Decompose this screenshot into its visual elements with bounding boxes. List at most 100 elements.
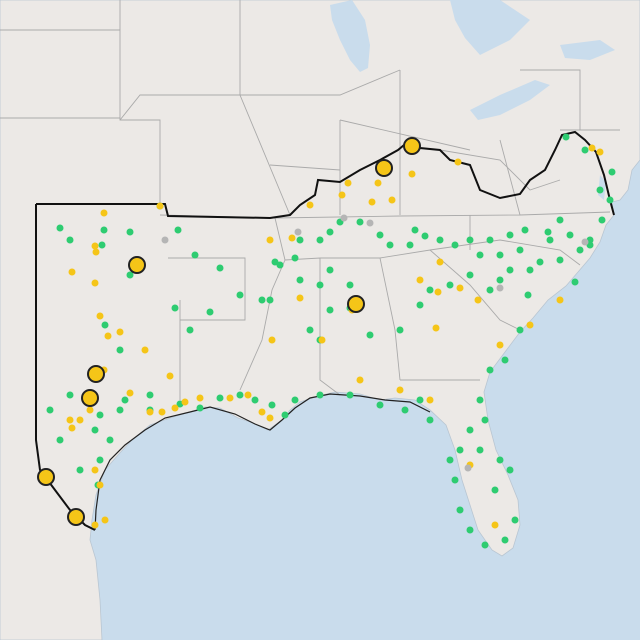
green-marker[interactable] [496, 276, 504, 284]
green-marker[interactable] [306, 326, 314, 334]
yellow-marker[interactable] [68, 268, 76, 276]
green-marker[interactable] [476, 396, 484, 404]
yellow-marker[interactable] [156, 202, 164, 210]
green-marker[interactable] [406, 241, 414, 249]
yellow-marker[interactable] [436, 258, 444, 266]
large-yellow-marker[interactable] [347, 295, 365, 313]
green-marker[interactable] [326, 306, 334, 314]
green-marker[interactable] [544, 228, 552, 236]
yellow-marker[interactable] [454, 158, 462, 166]
green-marker[interactable] [481, 541, 489, 549]
green-marker[interactable] [526, 266, 534, 274]
yellow-marker[interactable] [146, 408, 154, 416]
yellow-marker[interactable] [338, 191, 346, 199]
green-marker[interactable] [186, 326, 194, 334]
green-marker[interactable] [598, 216, 606, 224]
green-marker[interactable] [91, 426, 99, 434]
yellow-marker[interactable] [268, 336, 276, 344]
yellow-marker[interactable] [68, 424, 76, 432]
large-yellow-marker[interactable] [37, 468, 55, 486]
yellow-marker[interactable] [92, 248, 100, 256]
green-marker[interactable] [486, 366, 494, 374]
yellow-marker[interactable] [588, 144, 596, 152]
green-marker[interactable] [268, 401, 276, 409]
green-marker[interactable] [476, 251, 484, 259]
green-marker[interactable] [556, 216, 564, 224]
yellow-marker[interactable] [296, 294, 304, 302]
gray-marker[interactable] [464, 464, 472, 472]
green-marker[interactable] [426, 416, 434, 424]
large-yellow-marker[interactable] [128, 256, 146, 274]
large-yellow-marker[interactable] [81, 389, 99, 407]
yellow-marker[interactable] [226, 394, 234, 402]
yellow-marker[interactable] [556, 296, 564, 304]
green-marker[interactable] [562, 133, 570, 141]
green-marker[interactable] [146, 391, 154, 399]
green-marker[interactable] [296, 236, 304, 244]
green-marker[interactable] [536, 258, 544, 266]
yellow-marker[interactable] [141, 346, 149, 354]
green-marker[interactable] [56, 224, 64, 232]
green-marker[interactable] [456, 506, 464, 514]
green-marker[interactable] [121, 396, 129, 404]
green-marker[interactable] [66, 236, 74, 244]
large-yellow-marker[interactable] [87, 365, 105, 383]
green-marker[interactable] [496, 456, 504, 464]
yellow-marker[interactable] [474, 296, 482, 304]
gray-marker[interactable] [496, 284, 504, 292]
green-marker[interactable] [466, 236, 474, 244]
green-marker[interactable] [516, 246, 524, 254]
gray-marker[interactable] [340, 214, 348, 222]
yellow-marker[interactable] [288, 234, 296, 242]
green-marker[interactable] [466, 271, 474, 279]
yellow-marker[interactable] [91, 242, 99, 250]
green-marker[interactable] [46, 406, 54, 414]
green-marker[interactable] [251, 396, 259, 404]
green-marker[interactable] [376, 401, 384, 409]
green-marker[interactable] [496, 251, 504, 259]
yellow-marker[interactable] [196, 394, 204, 402]
yellow-marker[interactable] [596, 148, 604, 156]
green-marker[interactable] [376, 231, 384, 239]
yellow-marker[interactable] [306, 201, 314, 209]
green-marker[interactable] [216, 264, 224, 272]
green-marker[interactable] [106, 436, 114, 444]
green-marker[interactable] [196, 404, 204, 412]
yellow-marker[interactable] [426, 396, 434, 404]
green-marker[interactable] [524, 291, 532, 299]
green-marker[interactable] [576, 246, 584, 254]
yellow-marker[interactable] [434, 288, 442, 296]
gray-marker[interactable] [581, 238, 589, 246]
yellow-marker[interactable] [318, 336, 326, 344]
green-marker[interactable] [96, 456, 104, 464]
green-marker[interactable] [466, 526, 474, 534]
large-yellow-marker[interactable] [67, 508, 85, 526]
green-marker[interactable] [281, 411, 289, 419]
yellow-marker[interactable] [356, 376, 364, 384]
green-marker[interactable] [506, 466, 514, 474]
green-marker[interactable] [96, 411, 104, 419]
green-marker[interactable] [608, 168, 616, 176]
yellow-marker[interactable] [344, 179, 352, 187]
green-marker[interactable] [416, 396, 424, 404]
green-marker[interactable] [446, 281, 454, 289]
yellow-marker[interactable] [104, 332, 112, 340]
green-marker[interactable] [366, 331, 374, 339]
yellow-marker[interactable] [416, 276, 424, 284]
green-marker[interactable] [411, 226, 419, 234]
yellow-marker[interactable] [91, 466, 99, 474]
green-marker[interactable] [466, 426, 474, 434]
yellow-marker[interactable] [166, 372, 174, 380]
green-marker[interactable] [511, 516, 519, 524]
green-marker[interactable] [421, 232, 429, 240]
yellow-marker[interactable] [456, 284, 464, 292]
green-marker[interactable] [258, 296, 266, 304]
green-marker[interactable] [174, 226, 182, 234]
green-marker[interactable] [426, 286, 434, 294]
gray-marker[interactable] [294, 228, 302, 236]
yellow-marker[interactable] [126, 389, 134, 397]
green-marker[interactable] [556, 256, 564, 264]
yellow-marker[interactable] [526, 321, 534, 329]
yellow-marker[interactable] [244, 391, 252, 399]
